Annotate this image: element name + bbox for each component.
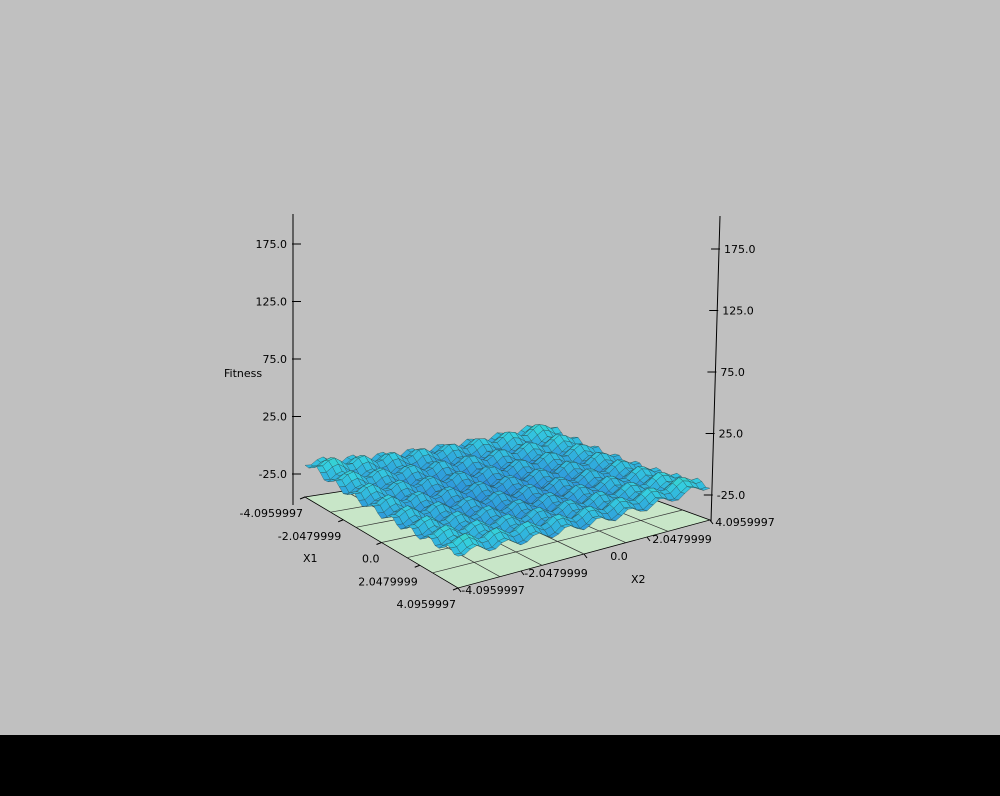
plot-canvas[interactable]: Fitness X1 X2 -25.0 -25.0 25.0 25.0 75.0 75.0…	[0, 0, 1000, 735]
z-axis-right	[711, 216, 720, 522]
x1-tick	[338, 520, 343, 522]
x1-tick-label: 0.0	[362, 553, 380, 566]
x1-tick	[300, 497, 305, 499]
x1-tick-label: -2.0479999	[278, 530, 341, 543]
x2-tick-label: -4.0959997	[461, 584, 524, 597]
z-tick-label-left: 175.0	[256, 238, 288, 251]
x1-axis-label: X1	[303, 552, 318, 565]
z-tick-label-right: 75.0	[720, 366, 745, 379]
z-tick-label-right: -25.0	[717, 489, 745, 502]
z-tick-label-right: 125.0	[722, 305, 754, 318]
z-tick-label-left: 75.0	[263, 353, 288, 366]
x2-tick-label: 0.0	[610, 550, 628, 563]
z-tick-label-left: 25.0	[263, 411, 288, 424]
x2-tick-label: 4.0959997	[715, 516, 775, 529]
z-tick-label-left: 125.0	[256, 296, 288, 309]
x2-tick-label: 2.0479999	[652, 533, 712, 546]
x1-tick-label: -4.0959997	[240, 507, 303, 520]
x1-tick	[415, 565, 420, 567]
x2-tick	[584, 554, 587, 558]
x1-tick	[453, 588, 458, 590]
z-tick-label-right: 25.0	[719, 428, 744, 441]
status-bar	[0, 735, 1000, 796]
x1-tick	[377, 543, 382, 545]
z-tick-label-left: -25.0	[259, 468, 287, 481]
x2-axis-label: X2	[631, 573, 646, 586]
z-tick-label-right: 175.0	[724, 243, 756, 256]
surface-plot[interactable]: Fitness X1 X2 -25.0 -25.0 25.0 25.0 75.0 75.0…	[0, 0, 1000, 735]
x2-tick-label: -2.0479999	[524, 567, 587, 580]
z-axis-label: Fitness	[224, 367, 262, 380]
x1-tick-label: 4.0959997	[397, 598, 457, 611]
x2-tick	[647, 537, 650, 541]
x1-tick-label: 2.0479999	[358, 575, 418, 588]
